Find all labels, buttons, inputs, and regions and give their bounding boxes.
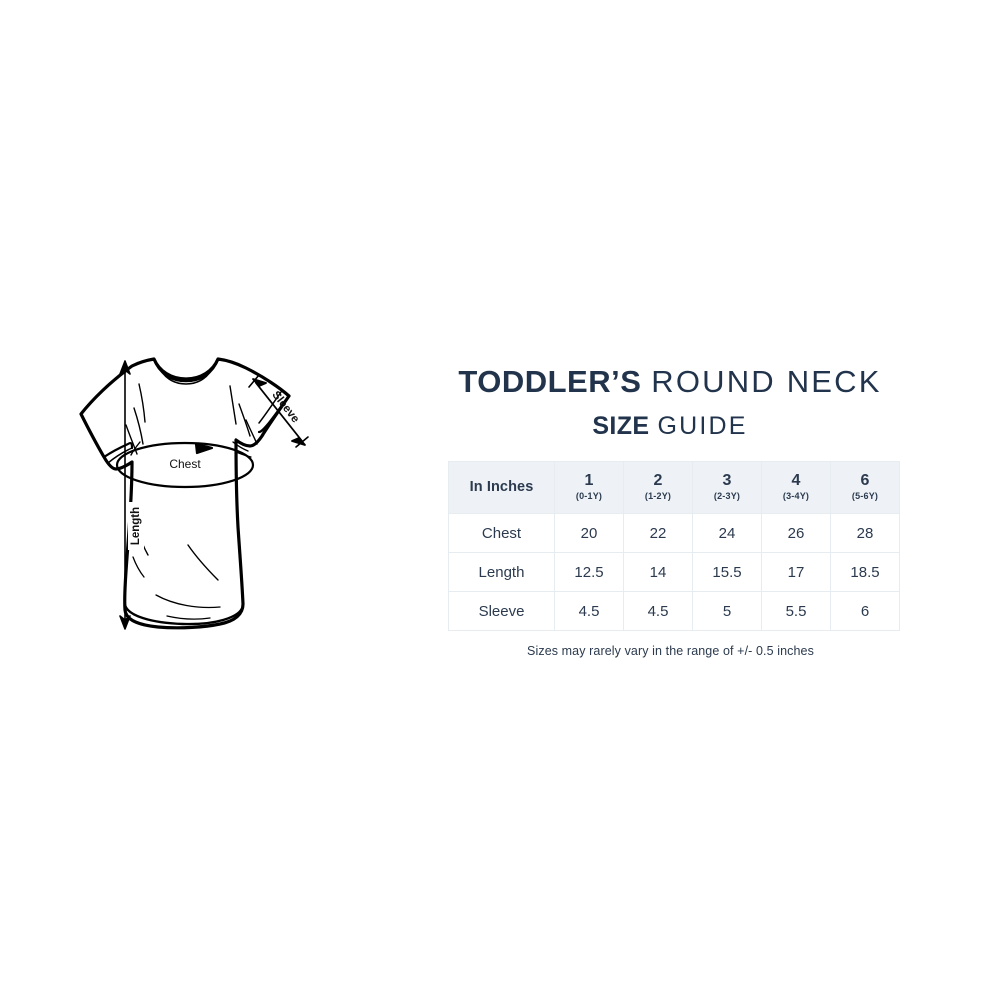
tshirt-collar-ribbing: [157, 364, 215, 385]
size-age-4: (3-4Y): [782, 491, 810, 501]
size-table: In Inches 1 (0-1Y) 2 (1-2Y) 3 (2-3Y): [448, 461, 900, 631]
tshirt-fold-right-armpit: [232, 441, 249, 452]
tshirt-right-cuff: [257, 394, 291, 434]
tshirt-fold-body-center: [187, 544, 219, 581]
tshirt-diagram-svg: Chest Length Sleeve: [79, 357, 309, 630]
cell-chest-1: 20: [554, 513, 624, 553]
chest-measure-arrowhead: [194, 442, 214, 455]
table-col-header-3: 3 (2-3Y): [692, 461, 762, 514]
row-label-sleeve: Sleeve: [448, 591, 555, 631]
page-title-bold: TODDLER’S: [458, 364, 642, 399]
size-number-2: 2: [653, 472, 663, 489]
tshirt-illustration: Chest Length Sleeve: [40, 352, 340, 652]
size-table-note: Sizes may rarely vary in the range of +/…: [527, 644, 814, 658]
chest-measure-ellipse: [115, 441, 255, 489]
table-corner-header: In Inches: [448, 461, 555, 514]
length-measure-arrowhead-top: [119, 360, 131, 375]
table-col-header-4: 4 (3-4Y): [761, 461, 831, 514]
length-label-backdrop: [128, 502, 144, 550]
size-age-2: (1-2Y): [644, 491, 672, 501]
tshirt-right-cuff-edge: [258, 391, 282, 424]
size-age-5: (5-6Y): [851, 491, 879, 501]
size-table-head: In Inches 1 (0-1Y) 2 (1-2Y) 3 (2-3Y): [448, 461, 900, 514]
cell-sleeve-4: 5.5: [761, 591, 831, 631]
tshirt-fold-body-left-2: [132, 556, 145, 578]
page-title: TODDLER’S ROUND NECK: [430, 363, 910, 401]
cell-length-5: 18.5: [830, 552, 900, 592]
sleeve-measure-tick-top: [248, 374, 260, 388]
table-col-header-5: 6 (5-6Y): [830, 461, 900, 514]
size-table-container: In Inches 1 (0-1Y) 2 (1-2Y) 3 (2-3Y): [430, 461, 910, 658]
size-number-4: 4: [791, 472, 801, 489]
cell-chest-2: 22: [623, 513, 693, 553]
row-label-chest: Chest: [448, 513, 555, 553]
cell-chest-3: 24: [692, 513, 762, 553]
tshirt-fold-right-shoulder: [229, 385, 237, 425]
size-number-1: 1: [584, 472, 594, 489]
size-number-3: 3: [722, 472, 732, 489]
sleeve-measure-tick-bottom: [295, 436, 309, 448]
size-table-body: Chest 20 22 24 26 28 Length 12.5 14 15.5…: [448, 513, 900, 631]
cell-sleeve-1: 4.5: [554, 591, 624, 631]
tshirt-fold-right-sleeve-b: [245, 419, 258, 445]
cell-length-2: 14: [623, 552, 693, 592]
cell-sleeve-5: 6: [830, 591, 900, 631]
chest-label-backdrop: [161, 455, 210, 471]
cell-length-1: 12.5: [554, 552, 624, 592]
length-measure-arrowhead-bottom: [119, 615, 131, 630]
cell-length-4: 17: [761, 552, 831, 592]
sleeve-measure-arrowhead-top: [252, 378, 267, 387]
table-row: Sleeve 4.5 4.5 5 5.5 6: [448, 591, 900, 631]
cell-chest-5: 28: [830, 513, 900, 553]
cell-sleeve-2: 4.5: [623, 591, 693, 631]
table-row: Length 12.5 14 15.5 17 18.5: [448, 552, 900, 592]
table-row: Chest 20 22 24 26 28: [448, 513, 900, 553]
tshirt-hem-band: [123, 603, 245, 626]
tshirt-fold-left-armpit: [130, 441, 141, 456]
cell-length-3: 15.5: [692, 552, 762, 592]
page-title-light: ROUND NECK: [651, 364, 882, 399]
tshirt-fold-hem-dash: [166, 615, 211, 620]
size-age-3: (2-3Y): [713, 491, 741, 501]
sleeve-measure-line: [255, 382, 303, 442]
table-col-header-1: 1 (0-1Y): [554, 461, 624, 514]
length-label: Length: [130, 507, 142, 545]
tshirt-fold-left-sleeve-a: [133, 407, 144, 445]
table-header-row: In Inches 1 (0-1Y) 2 (1-2Y) 3 (2-3Y): [448, 461, 900, 514]
chest-label: Chest: [169, 457, 201, 471]
table-col-header-2: 2 (1-2Y): [623, 461, 693, 514]
row-label-length: Length: [448, 552, 555, 592]
tshirt-fold-left-sleeve-b: [125, 424, 138, 455]
page-subtitle-bold: SIZE: [592, 412, 650, 440]
tshirt-fold-left-shoulder: [138, 383, 146, 423]
cell-chest-4: 26: [761, 513, 831, 553]
cell-sleeve-3: 5: [692, 591, 762, 631]
tshirt-fold-right-sleeve-a: [238, 403, 251, 437]
tshirt-left-cuff: [102, 441, 134, 459]
tshirt-fold-body-center-2: [155, 594, 221, 609]
page-subtitle: SIZE GUIDE: [430, 410, 910, 442]
tshirt-left-cuff-edge: [107, 447, 133, 464]
size-age-1: (0-1Y): [575, 491, 603, 501]
size-number-5: 6: [860, 472, 870, 489]
size-guide-panel: TODDLER’S ROUND NECK SIZE GUIDE In Inche…: [430, 363, 910, 658]
tshirt-body-outline: [79, 357, 291, 630]
page-subtitle-light: GUIDE: [657, 412, 748, 440]
